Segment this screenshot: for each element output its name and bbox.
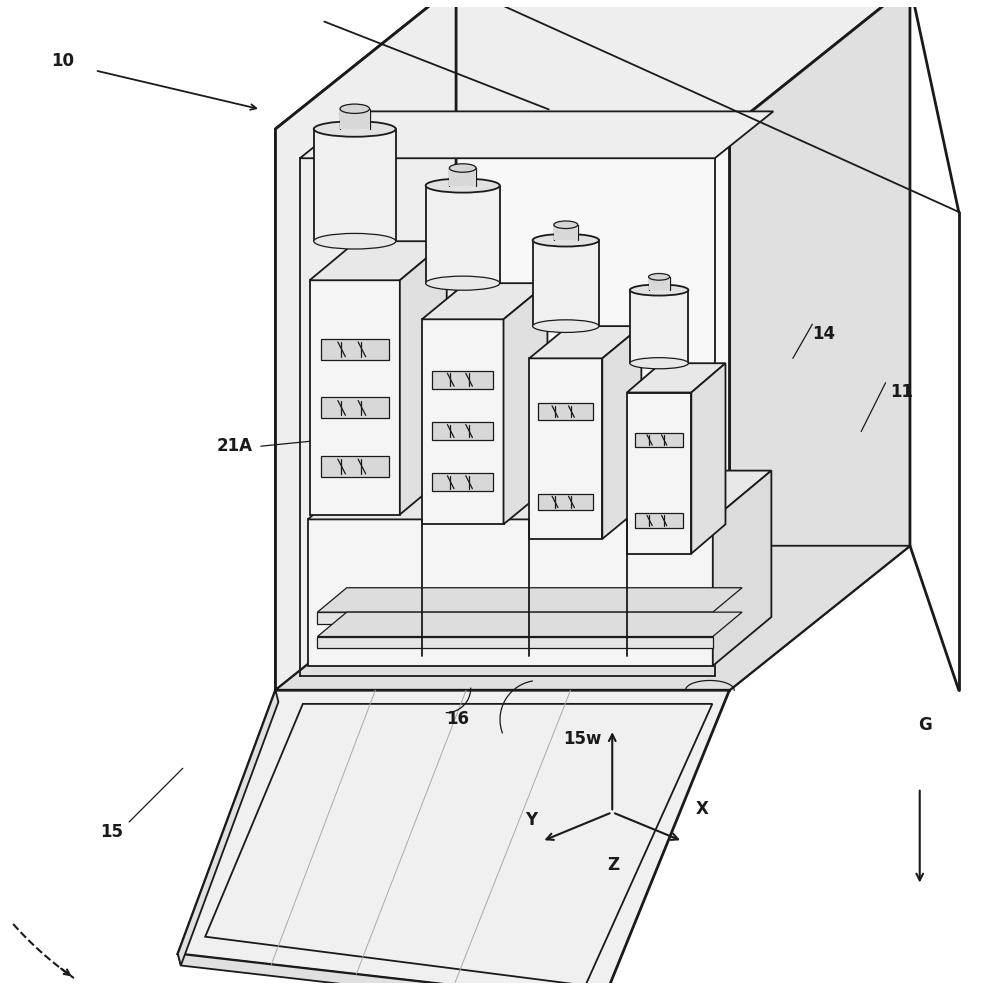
Polygon shape <box>300 112 773 158</box>
Polygon shape <box>691 363 725 553</box>
Polygon shape <box>729 0 910 690</box>
Ellipse shape <box>340 104 370 114</box>
Polygon shape <box>178 690 729 990</box>
Polygon shape <box>649 277 670 290</box>
Polygon shape <box>554 225 578 241</box>
Text: 14: 14 <box>812 325 835 343</box>
Text: 10: 10 <box>51 51 74 69</box>
Ellipse shape <box>426 178 500 193</box>
Text: 11: 11 <box>890 383 913 401</box>
Polygon shape <box>321 339 389 360</box>
Polygon shape <box>317 588 742 612</box>
Polygon shape <box>422 283 547 320</box>
Polygon shape <box>178 953 605 990</box>
Polygon shape <box>449 168 476 185</box>
Polygon shape <box>426 185 500 283</box>
Polygon shape <box>310 280 400 515</box>
Text: 15: 15 <box>100 823 123 841</box>
Ellipse shape <box>449 163 476 172</box>
Polygon shape <box>317 637 713 648</box>
Polygon shape <box>432 473 493 491</box>
Polygon shape <box>275 0 456 690</box>
Polygon shape <box>321 397 389 419</box>
Polygon shape <box>321 456 389 477</box>
Ellipse shape <box>426 276 500 290</box>
Polygon shape <box>400 242 447 515</box>
Ellipse shape <box>554 221 578 229</box>
Ellipse shape <box>533 320 599 333</box>
Polygon shape <box>538 494 593 510</box>
Polygon shape <box>275 129 729 690</box>
Polygon shape <box>275 0 910 129</box>
Ellipse shape <box>649 273 670 280</box>
Polygon shape <box>178 690 278 965</box>
Text: G: G <box>918 716 931 735</box>
Text: Y: Y <box>525 811 537 829</box>
Polygon shape <box>317 612 713 624</box>
Polygon shape <box>432 370 493 389</box>
Polygon shape <box>504 283 547 525</box>
Ellipse shape <box>533 234 599 247</box>
Text: 21A: 21A <box>217 437 253 455</box>
Ellipse shape <box>314 121 396 137</box>
Polygon shape <box>635 433 683 447</box>
Polygon shape <box>533 241 599 326</box>
Polygon shape <box>432 422 493 441</box>
Polygon shape <box>713 470 771 666</box>
Polygon shape <box>630 290 688 363</box>
Polygon shape <box>308 520 713 666</box>
Text: X: X <box>695 800 708 819</box>
Polygon shape <box>529 358 602 539</box>
Text: Z: Z <box>607 856 619 874</box>
Polygon shape <box>314 129 396 242</box>
Ellipse shape <box>630 357 688 369</box>
Polygon shape <box>422 320 504 525</box>
Polygon shape <box>635 513 683 528</box>
Text: 16: 16 <box>446 711 469 729</box>
Polygon shape <box>602 326 641 539</box>
Polygon shape <box>340 109 370 129</box>
Polygon shape <box>310 242 447 280</box>
Text: 15w: 15w <box>563 730 602 747</box>
Polygon shape <box>627 363 725 392</box>
Polygon shape <box>275 545 910 690</box>
Polygon shape <box>627 392 691 553</box>
Polygon shape <box>538 404 593 420</box>
Ellipse shape <box>630 284 688 296</box>
Polygon shape <box>308 470 771 520</box>
Ellipse shape <box>314 234 396 249</box>
Polygon shape <box>529 326 641 358</box>
Polygon shape <box>317 612 742 637</box>
